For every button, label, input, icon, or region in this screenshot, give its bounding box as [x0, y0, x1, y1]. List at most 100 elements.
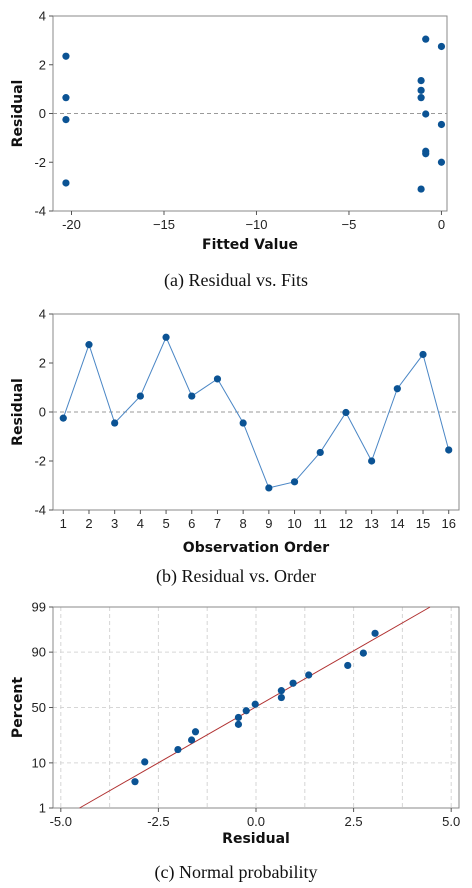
chart-a-ytick-label: 2 — [39, 57, 46, 72]
chart-b-xtick-label: 15 — [416, 516, 430, 531]
chart-c-point — [141, 758, 149, 766]
chart-a-ytick-label: -4 — [34, 204, 46, 219]
chart-a-point — [62, 94, 70, 102]
chart-a-point — [417, 76, 425, 85]
chart-b-xtick-label: 13 — [364, 516, 378, 531]
chart-a-point — [437, 120, 446, 129]
chart-a-xtick-label: −15 — [153, 217, 175, 232]
chart-b-xlabel: Observation Order — [183, 540, 330, 556]
chart-c-ytick-label: 50 — [32, 700, 46, 715]
chart-b-point — [136, 392, 144, 400]
chart-c-point — [277, 693, 285, 702]
chart-a-point — [437, 42, 446, 51]
chart-c-xtick-label: 0.0 — [247, 814, 265, 829]
chart-b-xtick-label: 4 — [137, 516, 144, 531]
chart-b-xtick-label: 6 — [188, 516, 195, 531]
chart-a-ytick-label: -2 — [34, 155, 46, 170]
chart-b-ytick-label: -4 — [34, 503, 46, 518]
chart-b-xtick-label: 12 — [339, 516, 353, 531]
chart-c-point — [277, 687, 285, 695]
chart-c-point — [242, 707, 250, 715]
chart-a-xtick-label: -20 — [62, 217, 81, 232]
chart-b-point — [188, 392, 196, 400]
chart-c-ytick-label: 1 — [39, 801, 46, 816]
chart-b-point — [445, 446, 453, 454]
chart-a-point — [62, 115, 70, 124]
chart-c-point — [187, 736, 196, 744]
chart-a-point — [422, 110, 430, 118]
chart-c-point — [371, 629, 379, 637]
chart-c-ylabel: Percent — [10, 677, 26, 738]
chart-a-point — [437, 158, 446, 166]
chart-b-xtick-label: 16 — [441, 516, 455, 531]
chart-b-point — [393, 385, 401, 393]
chart-b-xtick-label: 9 — [265, 516, 272, 531]
chart-b-xtick-label: 3 — [111, 516, 118, 531]
chart-b-xtick-label: 8 — [240, 516, 247, 531]
chart-a-point — [422, 150, 430, 158]
chart-c-ytick-label: 99 — [32, 600, 46, 615]
chart-c-point — [359, 649, 367, 657]
chart-b-point — [239, 419, 247, 427]
chart-b-ytick-label: -2 — [34, 454, 46, 469]
chart-a-point — [417, 86, 425, 94]
chart-a-caption: (a) Residual vs. Fits — [164, 270, 308, 291]
chart-b-xtick-label: 2 — [85, 516, 92, 531]
chart-normal-probability: 1 10 50 90 99 -5.0 -2.5 0.0 2.5 5.0 Residual Percen… — [10, 600, 460, 884]
chart-b-xtick-label: 11 — [313, 516, 327, 531]
chart-a-point — [62, 52, 70, 60]
chart-b-series-line — [62, 336, 450, 489]
chart-c-point — [305, 671, 313, 679]
chart-b-ylabel: Residual — [10, 378, 26, 446]
chart-c-point — [234, 720, 243, 728]
chart-c-xtick-label: 2.5 — [345, 814, 363, 829]
chart-c-point — [344, 661, 352, 670]
chart-c-point — [289, 679, 297, 687]
chart-a-ylabel: Residual — [10, 80, 26, 148]
chart-a-xlabel: Fitted Value — [202, 237, 298, 253]
chart-a-xtick-label: 0 — [438, 217, 445, 232]
chart-b-xtick-label: 7 — [214, 516, 221, 531]
chart-b-point — [342, 408, 350, 417]
chart-c-ytick-label: 90 — [32, 645, 46, 660]
chart-a-point — [62, 179, 70, 187]
chart-c-point — [131, 778, 139, 786]
chart-c-xlabel: Residual — [222, 831, 290, 847]
chart-b-point — [290, 478, 299, 486]
chart-b-xtick-label: 14 — [390, 516, 404, 531]
chart-b-point — [265, 484, 273, 492]
chart-a-ytick-label: 4 — [39, 9, 46, 24]
chart-b-ytick-label: 4 — [39, 307, 46, 322]
chart-c-point — [174, 745, 182, 754]
chart-a-xtick-label: −10 — [245, 217, 267, 232]
chart-a-point — [417, 94, 425, 102]
chart-b-point — [368, 457, 376, 465]
chart-b-point — [111, 419, 119, 427]
chart-c-xtick-label: -2.5 — [147, 814, 169, 829]
chart-b-ytick-label: 0 — [39, 405, 46, 420]
chart-c-point — [234, 713, 243, 722]
chart-a-point — [422, 35, 430, 43]
chart-b-point — [419, 350, 427, 359]
chart-c-xtick-label: 5.0 — [442, 814, 460, 829]
chart-b-point — [59, 414, 67, 422]
chart-b-point — [162, 333, 170, 341]
chart-a-ytick-label: 0 — [39, 106, 46, 121]
chart-b-caption: (b) Residual vs. Order — [156, 566, 316, 587]
chart-b-xtick-label: 5 — [162, 516, 169, 531]
chart-a-xtick-label: −5 — [342, 217, 357, 232]
chart-c-xtick-label: -5.0 — [50, 814, 72, 829]
chart-a-point — [417, 185, 425, 193]
chart-c-point — [251, 700, 259, 708]
chart-b-point — [213, 375, 222, 383]
chart-b-ytick-label: 2 — [39, 356, 46, 371]
chart-c-caption: (c) Normal probability — [155, 862, 318, 883]
chart-b-xtick-label: 10 — [287, 516, 301, 531]
chart-b-point — [316, 448, 324, 457]
chart-c-point — [191, 728, 200, 736]
chart-c-ytick-label: 10 — [32, 755, 46, 770]
chart-b-xtick-label: 1 — [60, 516, 67, 531]
chart-b-point — [85, 341, 93, 349]
